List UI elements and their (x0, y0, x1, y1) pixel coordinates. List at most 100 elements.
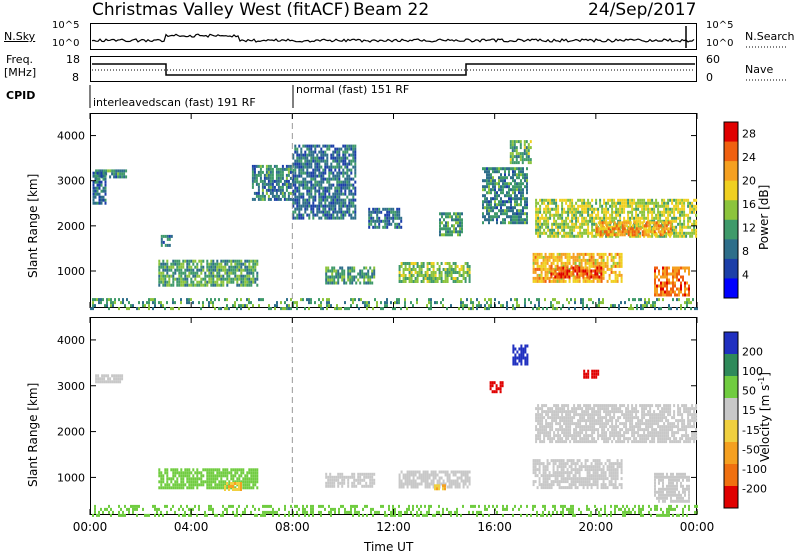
data-cell-power (600, 264, 603, 268)
data-cell-power (576, 266, 579, 270)
data-cell-power (257, 185, 260, 189)
data-cell-power (204, 271, 207, 275)
data-cell-power (138, 307, 140, 311)
data-cell-velocity (464, 470, 467, 474)
data-cell-power (238, 265, 241, 269)
data-cell-power (674, 281, 676, 285)
data-cell-velocity (416, 470, 419, 474)
data-cell-power (683, 219, 686, 223)
data-cell-power (685, 225, 688, 229)
data-cell-power (476, 307, 478, 311)
data-cell-power (486, 185, 488, 189)
data-cell-power (281, 173, 284, 177)
data-cell-power (552, 298, 554, 302)
data-cell-power (320, 177, 323, 181)
data-cell-power (316, 144, 319, 148)
data-cell-power (578, 264, 581, 268)
data-cell-power (551, 228, 554, 232)
data-cell-power (500, 191, 502, 195)
data-cell-power (641, 201, 644, 205)
data-cell-power (434, 280, 437, 283)
data-cell-power (532, 279, 535, 283)
data-cell-power (342, 210, 345, 214)
data-cell-power (365, 281, 368, 285)
data-cell-power (446, 274, 449, 277)
data-cell-power (263, 194, 266, 198)
data-cell-power (102, 198, 105, 202)
data-cell-power (440, 280, 443, 283)
data-cell-power (392, 210, 395, 214)
data-cell-power (688, 301, 690, 305)
data-cell-power (662, 272, 664, 276)
data-cell-power (298, 174, 301, 178)
data-cell-power (641, 216, 644, 220)
data-cell-power (538, 264, 541, 268)
data-cell-power (238, 274, 241, 278)
data-cell-power (251, 164, 254, 168)
data-cell-power (162, 262, 165, 266)
data-cell-power (306, 198, 309, 202)
data-cell-power (289, 164, 292, 168)
data-cell-power (484, 304, 486, 308)
data-cell-power (641, 207, 644, 211)
data-cell-power (460, 304, 462, 308)
data-cell-power (684, 301, 686, 305)
data-cell-velocity (208, 468, 211, 472)
data-cell-power (486, 182, 488, 186)
data-cell-velocity (526, 362, 529, 366)
data-cell-power (176, 268, 179, 272)
data-cell-power (568, 279, 571, 283)
data-cell-power (596, 252, 599, 256)
data-cell-power (286, 304, 288, 308)
data-cell-power (398, 207, 401, 211)
data-cell-power (508, 209, 510, 213)
data-cell-power (619, 230, 622, 234)
data-cell-power (527, 161, 530, 165)
data-cell-velocity (418, 473, 421, 477)
data-cell-power (586, 269, 589, 273)
data-cell-power (160, 262, 163, 266)
data-cell-velocity (550, 480, 553, 484)
data-cell-power (98, 195, 101, 199)
data-cell-velocity (327, 481, 330, 485)
data-cell-power (96, 171, 99, 175)
data-cell-power (200, 259, 203, 263)
data-cell-power (344, 147, 347, 151)
data-cell-power (571, 207, 574, 211)
data-cell-power (578, 273, 581, 277)
data-cell-power (326, 216, 329, 220)
nave-right-tick-top: 60 (706, 53, 720, 66)
data-cell-power (164, 277, 167, 281)
data-cell-power (439, 230, 441, 234)
colorbar-segment (724, 161, 738, 182)
data-cell-power (328, 144, 331, 148)
data-cell-power (537, 219, 540, 223)
data-cell-power (338, 177, 341, 181)
data-cell-power (509, 152, 512, 156)
data-cell-power (611, 201, 614, 205)
data-cell-power (679, 219, 682, 223)
data-cell-velocity (564, 471, 567, 475)
data-cell-velocity (434, 484, 436, 488)
data-cell-velocity (119, 377, 122, 381)
data-cell-power (294, 168, 297, 172)
data-cell-power (310, 153, 313, 157)
data-cell-power (210, 265, 213, 269)
data-cell-power (557, 234, 560, 238)
data-cell-power (461, 218, 463, 222)
data-cell-power (516, 176, 518, 180)
data-cell-power (510, 203, 512, 207)
data-cell-power (612, 270, 615, 274)
data-cell-power (190, 271, 193, 275)
data-cell-velocity (369, 478, 372, 482)
data-cell-power (354, 186, 357, 190)
data-cell-power (376, 304, 378, 308)
data-cell-power (536, 279, 539, 283)
data-cell-power (606, 258, 609, 262)
data-cell-power (410, 277, 413, 280)
data-cell-power (584, 252, 587, 256)
data-cell-power (292, 183, 295, 187)
data-cell-power (351, 275, 354, 279)
data-cell-power (572, 255, 575, 259)
data-cell-power (128, 301, 130, 305)
